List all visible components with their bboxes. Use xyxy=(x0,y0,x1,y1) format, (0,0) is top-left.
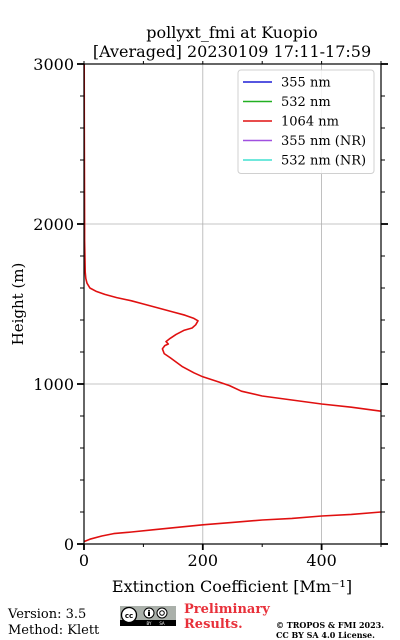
plot-area: 0 1000 2000 3000 0 200 400 355 nm 532 nm 1064 nm 3… xyxy=(33,55,388,570)
preliminary-line1: Preliminary xyxy=(184,602,270,617)
chart: pollyxt_fmi at Kuopio [Averaged] 2023010… xyxy=(9,23,388,596)
legend-label-2: 1064 nm xyxy=(281,115,339,130)
series-line-0-segment-0 xyxy=(83,511,382,543)
legend-label-3: 355 nm (NR) xyxy=(281,134,366,149)
y-axis-label: Height (m) xyxy=(9,263,27,346)
legend-box xyxy=(237,69,375,174)
copyright-line1: © TROPOS & FMI 2023. xyxy=(276,620,385,630)
chart-subtitle: [Averaged] 20230109 17:11-17:59 xyxy=(93,42,371,61)
legend-label-1: 532 nm xyxy=(281,95,331,110)
copyright-line2: CC BY SA 4.0 License. xyxy=(276,630,375,640)
svg-text:BY: BY xyxy=(147,621,153,626)
chart-title: pollyxt_fmi at Kuopio xyxy=(146,23,317,42)
legend-label-4: 532 nm (NR) xyxy=(281,154,366,169)
y-tick-label-0: 0 xyxy=(64,535,74,554)
x-tick-label-1: 200 xyxy=(188,551,219,570)
x-axis-label: Extinction Coefficient [Mm⁻¹] xyxy=(112,577,352,596)
x-tick-label-0: 0 xyxy=(79,551,89,570)
x-tick-label-2: 400 xyxy=(306,551,337,570)
y-tick-label-1: 1000 xyxy=(33,375,74,394)
cc-by-sa-badge: cc BY SA xyxy=(120,606,176,626)
svg-text:SA: SA xyxy=(159,621,165,626)
axes-frame xyxy=(83,63,382,545)
version-text: Version: 3.5 xyxy=(8,607,87,622)
copyright-text: © TROPOS & FMI 2023. CC BY SA 4.0 Licens… xyxy=(276,620,384,640)
preliminary-line2: Results. xyxy=(184,617,243,632)
legend-label-0: 355 nm xyxy=(281,76,331,91)
y-tick-label-3: 3000 xyxy=(33,55,74,74)
series-line-0-segment-1 xyxy=(83,63,382,412)
preliminary-results-text: Preliminary Results. xyxy=(184,602,270,632)
method-text: Method: Klett xyxy=(8,623,100,638)
svg-text:cc: cc xyxy=(125,612,133,620)
y-tick-label-2: 2000 xyxy=(33,215,74,234)
